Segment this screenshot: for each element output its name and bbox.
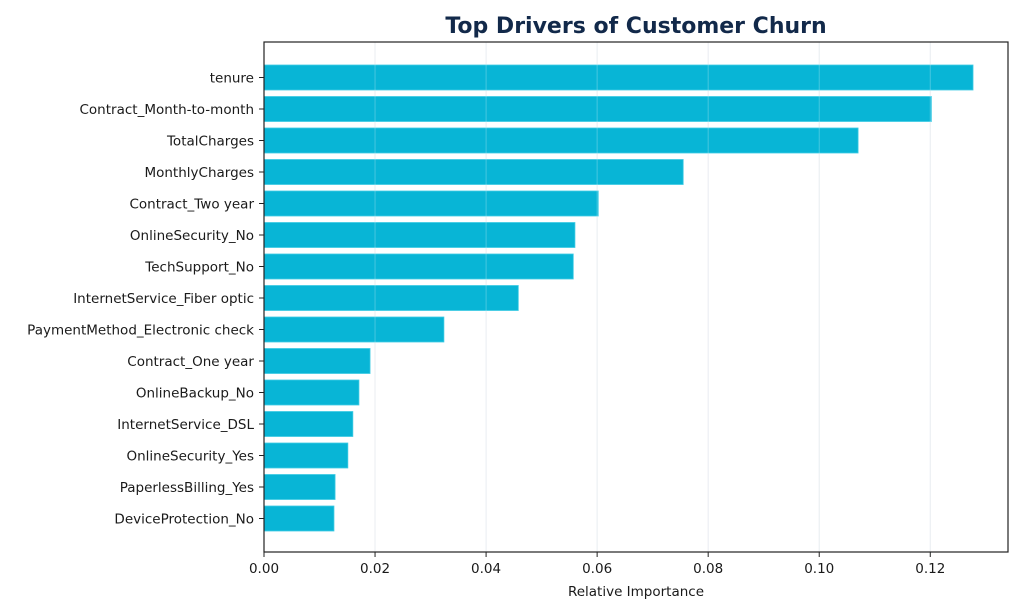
bars xyxy=(263,42,974,552)
y-tick-label: InternetService_DSL xyxy=(117,417,254,433)
x-tick-label: 0.04 xyxy=(471,561,501,577)
bar xyxy=(263,190,599,217)
y-tick-label: OnlineBackup_No xyxy=(136,386,254,402)
y-axis: tenure Contract_Month-to-month TotalCharge… xyxy=(27,71,264,528)
bar xyxy=(263,316,445,343)
x-axis-label: Relative Importance xyxy=(568,584,704,600)
bar xyxy=(263,379,360,406)
bar xyxy=(263,411,354,437)
y-tick-label: Contract_One year xyxy=(127,354,254,370)
bar xyxy=(263,127,859,154)
x-tick-label: 0.08 xyxy=(693,561,723,577)
x-tick-label: 0.00 xyxy=(249,561,279,577)
bar xyxy=(263,159,684,185)
y-tick-label: MonthlyCharges xyxy=(144,165,254,181)
plot-frame xyxy=(263,41,1009,553)
bar xyxy=(263,64,974,91)
y-tick-label: TotalCharges xyxy=(166,134,254,150)
bar xyxy=(263,442,349,469)
bar xyxy=(263,505,335,532)
y-tick-label: DeviceProtection_No xyxy=(114,512,254,528)
y-tick-label: tenure xyxy=(210,71,254,87)
x-axis: 0.00 0.02 0.04 0.06 0.08 0.10 0.12 xyxy=(249,552,945,577)
y-tick-label: Contract_Two year xyxy=(129,197,254,213)
chart-title: Top Drivers of Customer Churn xyxy=(445,14,826,39)
y-tick-label: InternetService_Fiber optic xyxy=(73,291,254,307)
y-tick-label: PaymentMethod_Electronic check xyxy=(27,323,254,339)
x-tick-label: 0.02 xyxy=(360,561,390,577)
y-tick-label: Contract_Month-to-month xyxy=(80,102,255,118)
y-tick-label: OnlineSecurity_No xyxy=(130,228,254,244)
bar xyxy=(263,474,336,500)
x-tick-label: 0.10 xyxy=(804,561,834,577)
bar xyxy=(263,253,574,280)
bar xyxy=(263,222,576,248)
bar xyxy=(263,348,371,374)
y-tick-label: PaperlessBilling_Yes xyxy=(120,480,254,496)
y-tick-label: TechSupport_No xyxy=(144,260,254,276)
bar xyxy=(263,96,932,122)
y-tick-label: OnlineSecurity_Yes xyxy=(126,449,254,465)
x-tick-label: 0.06 xyxy=(582,561,612,577)
x-tick-label: 0.12 xyxy=(915,561,945,577)
bar xyxy=(263,285,519,311)
gridlines xyxy=(374,42,931,552)
